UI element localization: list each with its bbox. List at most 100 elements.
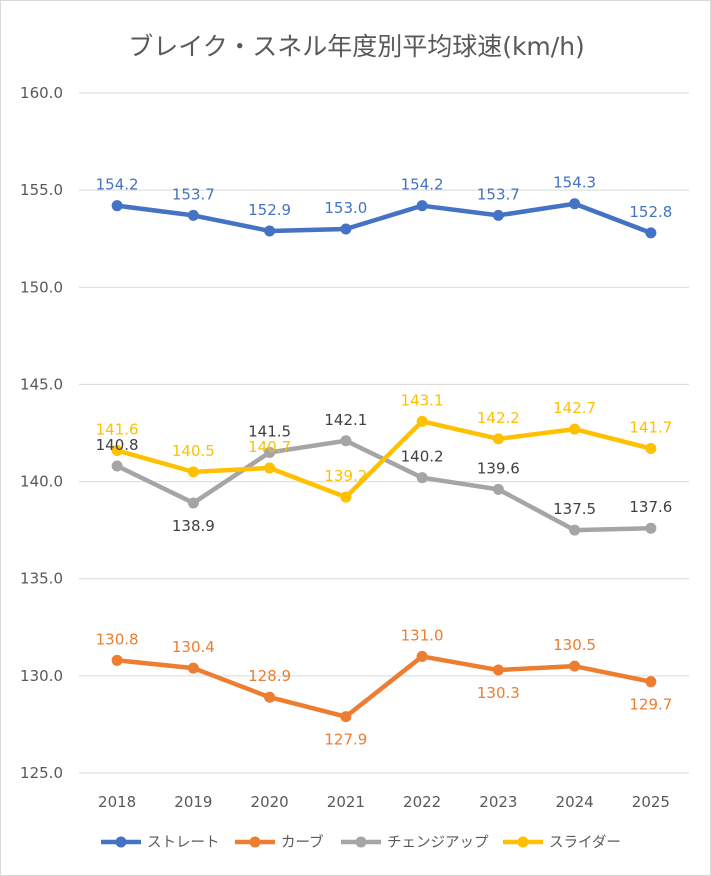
- x-tick-label: 2024: [556, 793, 594, 811]
- data-point: [569, 423, 581, 435]
- data-point: [340, 435, 352, 447]
- data-point: [645, 443, 657, 455]
- data-point: [340, 711, 352, 723]
- legend-marker: [115, 836, 127, 848]
- data-label: 137.5: [553, 500, 596, 518]
- data-point: [264, 691, 276, 703]
- data-point: [111, 444, 123, 456]
- data-label: 154.3: [553, 174, 596, 192]
- data-point: [264, 462, 276, 474]
- x-tick-label: 2025: [632, 793, 670, 811]
- series-line: [114, 201, 654, 236]
- legend-label: チェンジアップ: [387, 834, 489, 851]
- data-point: [187, 209, 199, 221]
- data-label: 141.6: [96, 420, 139, 438]
- y-tick-label: 135.0: [20, 570, 63, 588]
- data-label: 130.3: [477, 684, 520, 702]
- data-label: 139.2: [324, 467, 367, 485]
- x-tick-label: 2021: [327, 793, 365, 811]
- series-line: [114, 419, 654, 500]
- data-label: 131.0: [401, 626, 444, 644]
- data-label: 153.7: [172, 185, 215, 203]
- x-axis-ticks: 2018 2019 2020 2021 2022 2023 2024 2025: [98, 793, 670, 811]
- legend-label: スライダー: [549, 834, 621, 851]
- data-point: [569, 524, 581, 536]
- series-line: [114, 654, 654, 719]
- data-label: 154.2: [401, 176, 444, 194]
- data-label: 127.9: [324, 731, 367, 749]
- data-label: 130.4: [172, 638, 215, 656]
- x-tick-label: 2018: [98, 793, 136, 811]
- data-point: [492, 209, 504, 221]
- legend-label: ストレート: [147, 835, 220, 851]
- data-point: [645, 522, 657, 534]
- data-point: [645, 676, 657, 688]
- data-point: [416, 200, 428, 212]
- data-label: 152.8: [629, 203, 672, 221]
- data-point: [492, 483, 504, 495]
- y-tick-label: 150.0: [20, 278, 63, 296]
- data-point: [111, 200, 123, 212]
- data-labels: 154.2 153.7 152.9 153.0 154.2 153.7 154.3 152.8…: [96, 174, 673, 749]
- legend: ストレート カーブ チェンジアップ スライダー: [101, 833, 621, 851]
- data-point: [264, 225, 276, 237]
- data-label: 130.5: [553, 636, 596, 654]
- x-tick-label: 2019: [174, 793, 212, 811]
- x-tick-label: 2022: [403, 793, 441, 811]
- legend-marker: [517, 836, 529, 848]
- data-point: [187, 662, 199, 674]
- y-tick-label: 155.0: [20, 181, 63, 199]
- y-axis-ticks: 125.0 130.0 135.0 140.0 145.0 150.0 155.0 160.0: [20, 84, 63, 782]
- data-point: [569, 198, 581, 210]
- chart-title: ブレイク・スネル年度別平均球速(km/h): [128, 32, 585, 61]
- legend-label: カーブ: [281, 833, 324, 851]
- data-point: [645, 227, 657, 239]
- legend-marker: [355, 836, 367, 848]
- data-point: [340, 223, 352, 235]
- y-tick-label: 160.0: [20, 84, 63, 102]
- data-label: 128.9: [248, 667, 291, 685]
- data-point: [416, 650, 428, 662]
- data-label: 142.7: [553, 399, 596, 417]
- data-point: [187, 466, 199, 478]
- data-point: [187, 497, 199, 509]
- y-tick-label: 145.0: [20, 375, 63, 393]
- data-label: 154.2: [96, 176, 139, 194]
- y-tick-label: 130.0: [20, 667, 63, 685]
- data-label: 141.7: [629, 419, 672, 437]
- data-label: 138.9: [172, 517, 215, 535]
- data-point: [492, 433, 504, 445]
- data-point: [569, 660, 581, 672]
- data-point: [492, 664, 504, 676]
- data-point: [111, 654, 123, 666]
- data-label: 141.5: [248, 422, 291, 440]
- y-tick-label: 125.0: [20, 764, 63, 782]
- x-tick-label: 2020: [251, 793, 289, 811]
- data-label: 153.7: [477, 185, 520, 203]
- data-label: 129.7: [629, 696, 672, 714]
- data-label: 139.6: [477, 459, 520, 477]
- data-point: [264, 446, 276, 458]
- series-lines: [111, 198, 657, 723]
- data-label: 140.2: [401, 448, 444, 466]
- data-label: 130.8: [96, 630, 139, 648]
- data-label: 140.5: [172, 442, 215, 460]
- y-tick-label: 140.0: [20, 473, 63, 491]
- data-label: 143.1: [401, 391, 444, 409]
- legend-marker: [249, 836, 261, 848]
- data-label: 142.1: [324, 411, 367, 429]
- data-point: [416, 415, 428, 427]
- x-tick-label: 2023: [479, 793, 517, 811]
- data-label: 152.9: [248, 201, 291, 219]
- data-label: 140.8: [96, 436, 139, 454]
- data-label: 137.6: [629, 498, 672, 516]
- data-point: [111, 460, 123, 472]
- data-label: 140.7: [248, 438, 291, 456]
- data-label: 142.2: [477, 409, 520, 427]
- data-point: [340, 491, 352, 503]
- gridlines: [79, 92, 689, 774]
- data-point: [416, 472, 428, 484]
- data-label: 153.0: [324, 199, 367, 217]
